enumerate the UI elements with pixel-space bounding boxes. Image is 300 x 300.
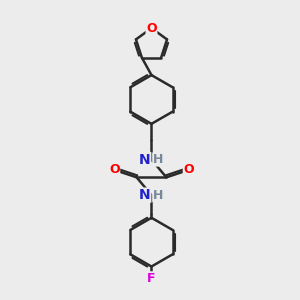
Text: O: O bbox=[183, 164, 194, 176]
Text: F: F bbox=[147, 272, 156, 285]
Text: H: H bbox=[153, 153, 163, 166]
Text: N: N bbox=[139, 188, 151, 202]
Text: O: O bbox=[109, 164, 120, 176]
Text: N: N bbox=[139, 152, 151, 167]
Text: H: H bbox=[153, 189, 163, 202]
Text: O: O bbox=[146, 22, 157, 34]
